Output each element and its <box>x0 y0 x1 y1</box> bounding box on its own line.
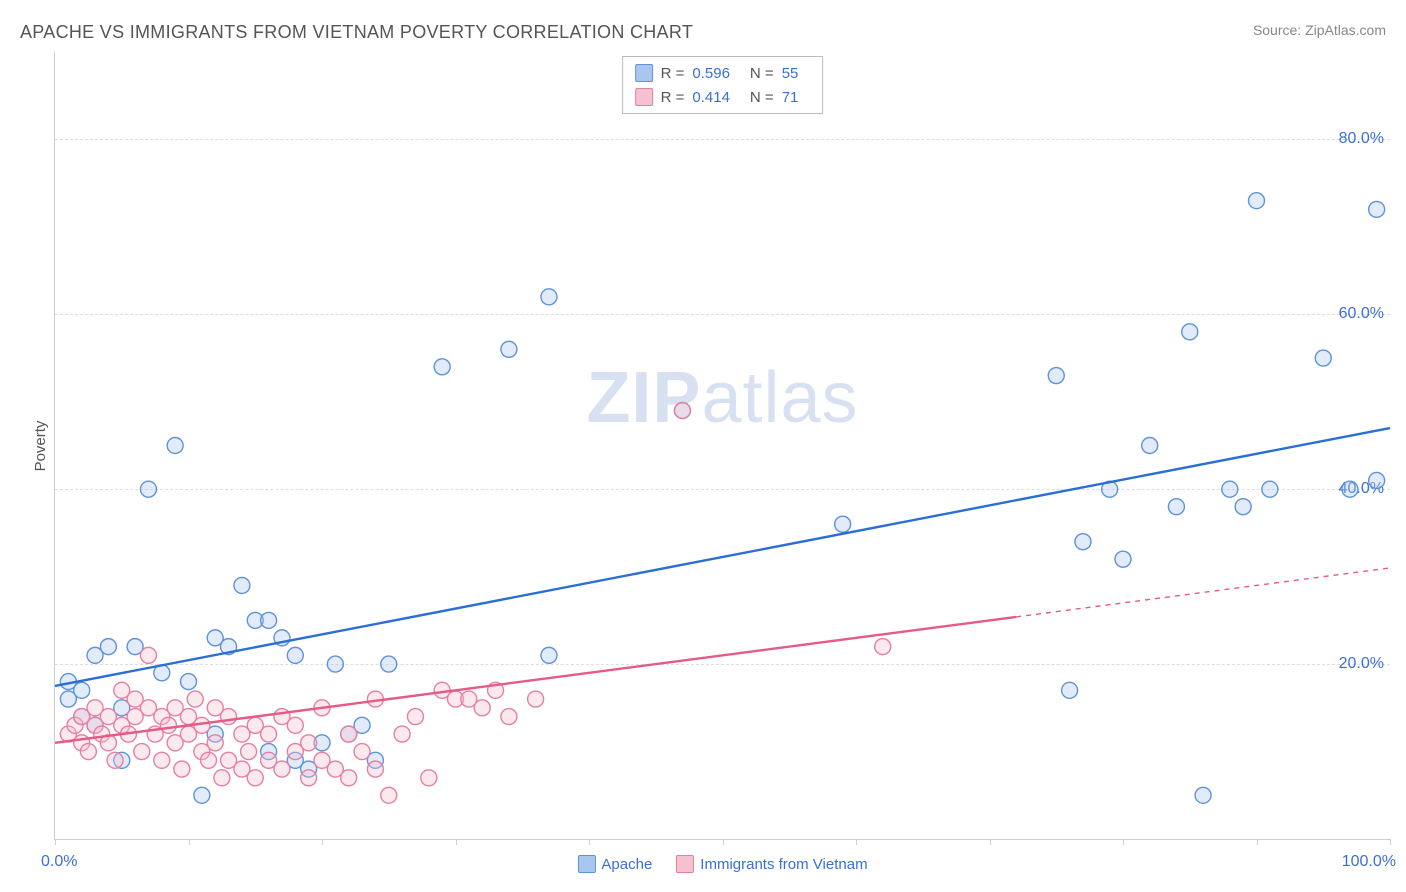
x-tick <box>1390 839 1391 845</box>
data-point <box>1235 499 1251 515</box>
data-point <box>140 647 156 663</box>
data-point <box>234 577 250 593</box>
data-point <box>1182 324 1198 340</box>
data-point <box>1342 481 1358 497</box>
data-point <box>140 481 156 497</box>
data-point <box>241 744 257 760</box>
data-point <box>167 438 183 454</box>
data-point <box>875 639 891 655</box>
x-tick <box>1123 839 1124 845</box>
x-tick <box>322 839 323 845</box>
trend-line <box>55 617 1016 743</box>
data-point <box>301 770 317 786</box>
trend-line-dashed <box>1016 568 1390 617</box>
x-axis-min-label: 0.0% <box>41 853 77 871</box>
data-point <box>367 761 383 777</box>
x-tick <box>856 839 857 845</box>
data-point <box>1195 787 1211 803</box>
data-point <box>381 787 397 803</box>
data-point <box>501 709 517 725</box>
data-point <box>835 516 851 532</box>
data-point <box>287 717 303 733</box>
data-point <box>194 787 210 803</box>
x-tick <box>990 839 991 845</box>
data-point <box>261 726 277 742</box>
source-label: Source: ZipAtlas.com <box>1253 22 1386 38</box>
x-tick <box>589 839 590 845</box>
x-tick <box>723 839 724 845</box>
data-point <box>274 761 290 777</box>
data-point <box>1222 481 1238 497</box>
data-point <box>341 726 357 742</box>
data-point <box>474 700 490 716</box>
legend-label-vietnam: Immigrants from Vietnam <box>700 856 867 873</box>
data-point <box>541 647 557 663</box>
data-point <box>1262 481 1278 497</box>
data-point <box>247 770 263 786</box>
data-point <box>74 682 90 698</box>
data-point <box>287 647 303 663</box>
data-point <box>301 735 317 751</box>
data-point <box>207 735 223 751</box>
data-point <box>201 752 217 768</box>
series-legend: Apache Immigrants from Vietnam <box>577 855 867 873</box>
data-point <box>154 752 170 768</box>
x-tick <box>1257 839 1258 845</box>
data-point <box>1168 499 1184 515</box>
chart-title: APACHE VS IMMIGRANTS FROM VIETNAM POVERT… <box>20 22 693 43</box>
trend-line <box>55 428 1390 686</box>
data-point <box>80 744 96 760</box>
swatch-vietnam <box>676 855 694 873</box>
data-point <box>327 656 343 672</box>
swatch-apache <box>577 855 595 873</box>
x-axis-max-label: 100.0% <box>1342 853 1396 871</box>
data-point <box>221 709 237 725</box>
data-point <box>528 691 544 707</box>
data-point <box>160 717 176 733</box>
data-point <box>341 770 357 786</box>
data-point <box>187 691 203 707</box>
data-point <box>434 359 450 375</box>
data-point <box>107 752 123 768</box>
data-point <box>421 770 437 786</box>
data-point <box>501 341 517 357</box>
x-tick <box>189 839 190 845</box>
data-point <box>394 726 410 742</box>
data-point <box>1115 551 1131 567</box>
data-point <box>354 744 370 760</box>
data-point <box>674 403 690 419</box>
data-point <box>407 709 423 725</box>
legend-item-vietnam: Immigrants from Vietnam <box>676 855 867 873</box>
x-tick <box>55 839 56 845</box>
legend-label-apache: Apache <box>601 856 652 873</box>
data-point <box>1315 350 1331 366</box>
y-axis-title: Poverty <box>32 420 49 471</box>
data-point <box>181 674 197 690</box>
data-point <box>1369 201 1385 217</box>
data-point <box>1075 534 1091 550</box>
data-point <box>1062 682 1078 698</box>
data-point <box>134 744 150 760</box>
data-point <box>261 612 277 628</box>
data-point <box>174 761 190 777</box>
scatter-svg <box>55 52 1390 839</box>
plot-area: ZIPatlas 20.0%40.0%60.0%80.0% 0.0% 100.0… <box>54 52 1390 840</box>
data-point <box>1048 368 1064 384</box>
data-point <box>100 639 116 655</box>
data-point <box>1142 438 1158 454</box>
data-point <box>1249 193 1265 209</box>
legend-item-apache: Apache <box>577 855 652 873</box>
data-point <box>214 770 230 786</box>
data-point <box>541 289 557 305</box>
x-tick <box>456 839 457 845</box>
data-point <box>381 656 397 672</box>
data-point <box>1369 472 1385 488</box>
